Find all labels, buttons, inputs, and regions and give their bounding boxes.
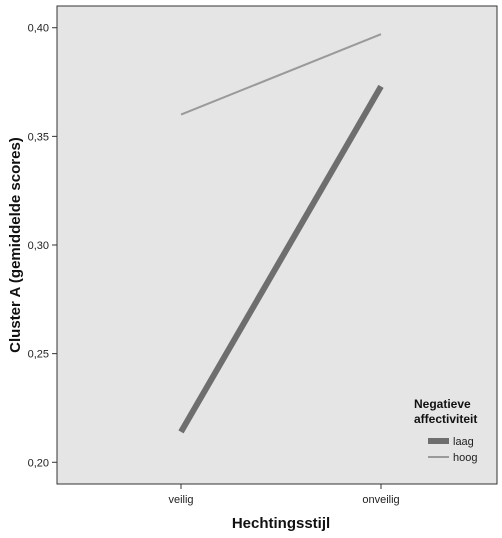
y-tick-label: 0,25 — [28, 349, 49, 361]
x-tick-label: veilig — [168, 494, 193, 506]
legend: Negatieve affectiviteit laag hoog — [414, 397, 477, 464]
x-tick-label: onveilig — [362, 494, 399, 506]
x-axis: veilig onveilig — [168, 484, 400, 506]
y-axis: 0,20 0,25 0,30 0,35 0,40 — [28, 23, 57, 469]
y-tick-label: 0,35 — [28, 131, 49, 143]
y-tick-label: 0,40 — [28, 23, 49, 35]
legend-title-line2: affectiviteit — [414, 412, 477, 426]
legend-label-hoog: hoog — [453, 452, 477, 464]
legend-label-laag: laag — [453, 436, 474, 448]
legend-title-line1: Negatieve — [414, 397, 471, 411]
series-lines — [178, 33, 384, 434]
plot-area — [56, 5, 498, 485]
series-line-laag — [178, 84, 384, 434]
x-axis-title: Hechtingsstijl — [232, 515, 330, 532]
y-tick-label: 0,30 — [28, 240, 49, 252]
series-line-hoog — [180, 33, 382, 116]
y-axis-title: Cluster A (gemiddelde scores) — [7, 137, 24, 353]
y-tick-label: 0,20 — [28, 457, 49, 469]
